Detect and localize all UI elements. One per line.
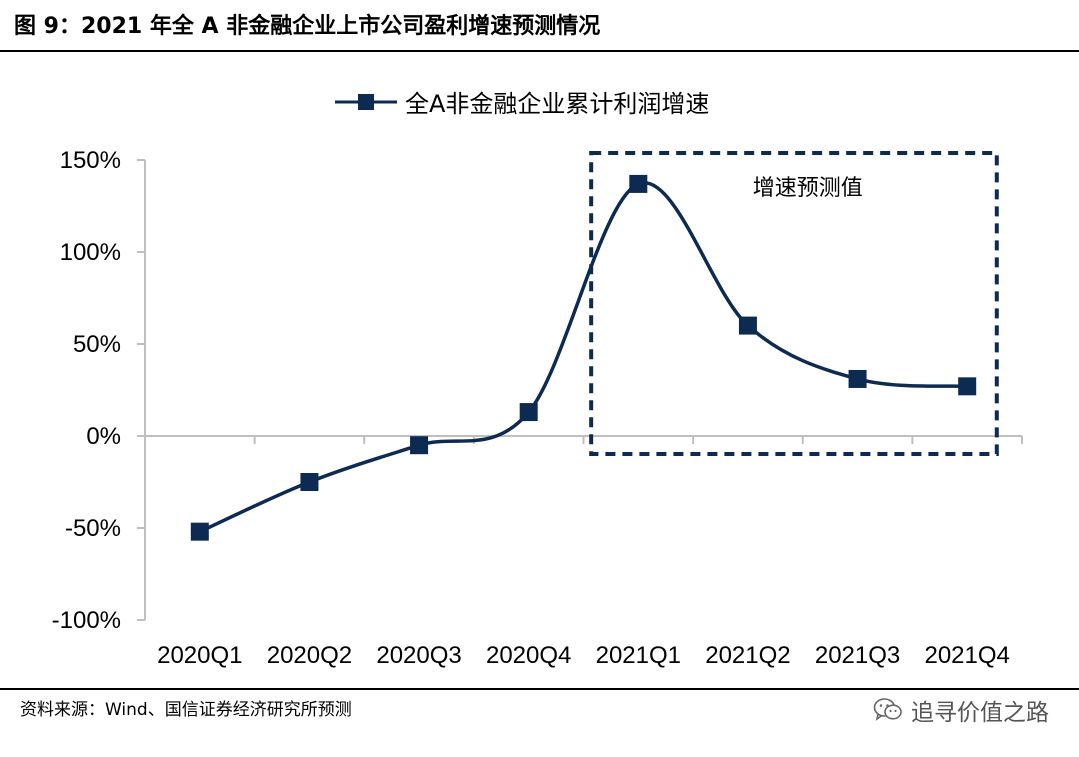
data-point: [300, 473, 319, 491]
data-point: [629, 174, 648, 193]
data-point: [958, 377, 977, 396]
x-tick-label: 2021Q1: [596, 642, 681, 669]
series-line: [199, 181, 968, 534]
series-markers: [190, 174, 977, 541]
legend: 全A非金融企业累计利润增速: [335, 90, 709, 118]
forecast-dashed-box: [589, 151, 999, 456]
forecast-label: 增速预测值: [753, 176, 863, 201]
y-tick-label: 100%: [60, 239, 121, 266]
data-point: [738, 316, 757, 335]
legend-marker-swatch: [358, 94, 374, 110]
title-divider: [0, 50, 1079, 52]
x-tick-label: 2021Q2: [705, 642, 790, 669]
x-tick-label: 2020Q4: [486, 642, 571, 669]
legend-label: 全A非金融企业累计利润增速: [405, 90, 709, 118]
line-chart: 全A非金融企业累计利润增速 -100% -50% 0% 50% 100% 150% 2020…: [52, 90, 1023, 669]
wechat-icon: [873, 698, 902, 721]
watermark: 追寻价值之路: [873, 694, 1049, 726]
x-tick-label: 2020Q2: [267, 642, 352, 669]
y-tick-label: -50%: [65, 515, 121, 542]
source-note: 资料来源：Wind、国信证券经济研究所预测: [20, 700, 352, 720]
y-tick-label: 50%: [73, 331, 121, 358]
source-divider: [0, 688, 1079, 690]
figure-title: 图 9：2021 年全 A 非金融企业上市公司盈利增速预测情况: [14, 14, 601, 39]
y-tick-label: 150%: [60, 147, 121, 174]
x-tick-label: 2020Q3: [376, 642, 461, 669]
watermark-text: 追寻价值之路: [911, 700, 1049, 726]
forecast-annotation: 增速预测值: [589, 151, 999, 456]
x-tick-label: 2021Q4: [924, 642, 1009, 669]
y-tick-label: 0%: [86, 423, 121, 450]
data-point: [190, 522, 209, 541]
axes: -100% -50% 0% 50% 100% 150% 2020Q1 2020Q2 2020Q3…: [52, 147, 1023, 669]
x-tick-label: 2021Q3: [815, 642, 900, 669]
data-point: [848, 369, 867, 388]
data-point: [519, 403, 538, 422]
y-tick-label: -100%: [52, 607, 121, 634]
data-point: [410, 436, 429, 455]
x-tick-label: 2020Q1: [157, 642, 242, 669]
